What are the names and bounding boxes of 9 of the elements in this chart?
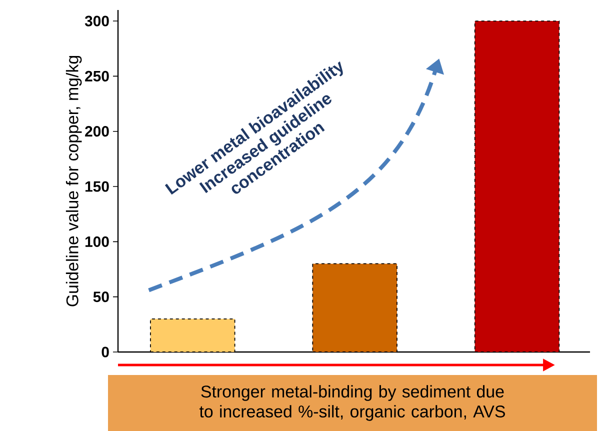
y-tick-label: 150 bbox=[85, 181, 109, 192]
y-tick-label: 0 bbox=[102, 346, 109, 358]
y-tick-label: 100 bbox=[85, 236, 109, 247]
y-tick-label: 50 bbox=[93, 292, 109, 302]
text: Stronger metal-binding by sediment due to increased %-silt, organic carbon, AVS bbox=[199, 385, 505, 421]
y-tick-label: 300 bbox=[84, 16, 109, 26]
y-tick-label: 200 bbox=[85, 126, 109, 137]
y-axis-title: Guideline value for copper, mg/kg bbox=[66, 56, 82, 306]
y-tick-label: 250 bbox=[85, 70, 109, 82]
